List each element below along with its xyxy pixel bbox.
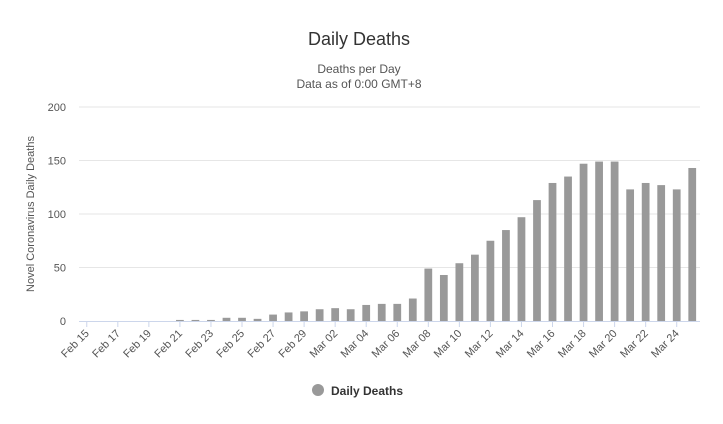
gridlines [79, 106, 700, 268]
bar-feb-29[interactable] [300, 311, 308, 321]
bar-mar-16[interactable] [548, 182, 557, 321]
x-tick-label: Mar 08 [401, 328, 434, 361]
x-tick-label: Feb 21 [152, 328, 185, 361]
bar-mar-04[interactable] [362, 304, 371, 321]
y-tick-label: 100 [48, 209, 66, 221]
bar-mar-06[interactable] [393, 303, 402, 321]
bar-mar-07[interactable] [408, 298, 417, 321]
y-axis-label: Novel Coronavirus Daily Deaths [25, 136, 37, 292]
bar-mar-09[interactable] [439, 274, 448, 321]
bars [176, 161, 697, 321]
x-tick-label: Feb 17 [90, 328, 123, 361]
x-tick-label: Feb 27 [245, 328, 278, 361]
x-tick-label: Mar 10 [432, 328, 465, 361]
bar-feb-24[interactable] [222, 317, 231, 321]
x-tick-label: Mar 12 [463, 328, 496, 361]
chart-subtitle-line-2: Data as of 0:00 GMT+8 [296, 77, 421, 91]
bar-mar-02[interactable] [331, 308, 340, 321]
y-axis-ticks: 0 50 100 150 200 [48, 102, 66, 328]
bar-feb-25[interactable] [238, 317, 246, 321]
bar-mar-23[interactable] [657, 185, 666, 321]
bar-mar-19[interactable] [595, 161, 603, 321]
bar-mar-24[interactable] [672, 189, 681, 321]
bar-mar-13[interactable] [502, 230, 510, 321]
y-tick-label: 50 [54, 263, 66, 275]
bar-feb-22[interactable] [191, 319, 200, 321]
x-tick-label: Feb 29 [277, 328, 310, 361]
x-tick-label: Feb 25 [214, 328, 247, 361]
bar-mar-12[interactable] [486, 240, 495, 321]
x-tick-label: Mar 04 [339, 328, 372, 361]
bar-mar-05[interactable] [377, 303, 386, 321]
legend-label[interactable]: Daily Deaths [331, 384, 403, 398]
bar-feb-28[interactable] [284, 312, 293, 321]
y-tick-label: 150 [48, 156, 66, 168]
x-tick-label: Mar 16 [525, 328, 558, 361]
bar-mar-01[interactable] [315, 309, 324, 321]
bar-mar-17[interactable] [564, 176, 572, 321]
bar-feb-23[interactable] [207, 319, 215, 321]
bar-mar-10[interactable] [455, 263, 464, 321]
bar-mar-11[interactable] [471, 254, 479, 321]
legend-marker[interactable] [312, 384, 324, 396]
bar-mar-14[interactable] [517, 217, 526, 321]
x-tick-label: Mar 02 [308, 328, 341, 361]
chart-subtitle-line-1: Deaths per Day [317, 62, 400, 76]
bar-feb-21[interactable] [176, 319, 184, 321]
y-tick-label: 0 [60, 316, 66, 328]
x-tick-label: Mar 18 [556, 328, 589, 361]
bar-mar-22[interactable] [641, 182, 650, 321]
x-tick-label: Mar 14 [494, 328, 527, 361]
x-tick-label: Mar 20 [587, 328, 620, 361]
bar-mar-25[interactable] [688, 167, 697, 321]
bar-feb-27[interactable] [269, 314, 277, 321]
bar-mar-20[interactable] [610, 161, 619, 321]
x-tick-label: Mar 22 [618, 328, 651, 361]
bar-mar-18[interactable] [579, 163, 588, 321]
y-tick-label: 200 [48, 102, 66, 114]
bar-mar-15[interactable] [533, 200, 541, 321]
x-tick-label: Feb 23 [183, 328, 216, 361]
x-tick-label: Mar 06 [370, 328, 403, 361]
x-tick-label: Mar 24 [649, 328, 682, 361]
bar-feb-26[interactable] [253, 318, 262, 321]
bar-mar-21[interactable] [626, 189, 635, 321]
x-tick-label: Feb 15 [59, 328, 92, 361]
chart-title: Daily Deaths [308, 29, 410, 49]
bar-mar-08[interactable] [424, 268, 433, 321]
legend[interactable]: Daily Deaths [312, 384, 403, 398]
bar-mar-03[interactable] [346, 309, 355, 321]
x-tick-label: Feb 19 [121, 328, 154, 361]
